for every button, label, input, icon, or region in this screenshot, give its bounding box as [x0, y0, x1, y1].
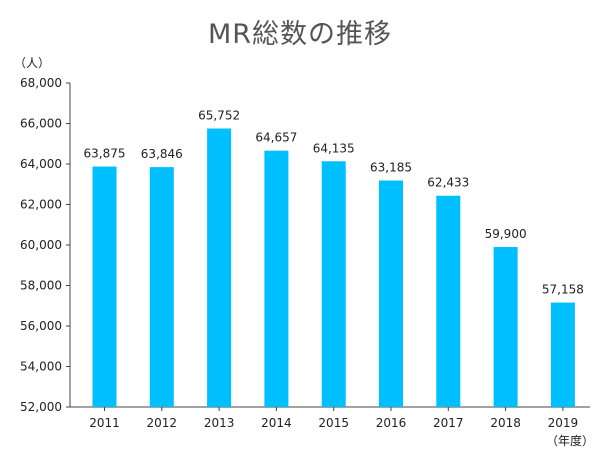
x-tick-label: 2016 [376, 416, 407, 430]
bar-value-label: 59,900 [485, 227, 527, 241]
bar [436, 195, 461, 407]
y-tick-label: 54,000 [20, 360, 62, 374]
y-tick-label: 68,000 [20, 76, 62, 90]
x-tick-label: 2015 [318, 416, 349, 430]
bar [550, 302, 575, 407]
bar [207, 128, 232, 407]
y-tick-label: 52,000 [20, 400, 62, 414]
x-axis-unit-label: （年度） [546, 434, 595, 448]
bar-value-label: 65,752 [198, 109, 240, 123]
bar [493, 247, 518, 407]
x-tick-label: 2012 [147, 416, 178, 430]
bar [92, 166, 117, 407]
y-axis-unit-label: （人） [14, 56, 51, 70]
chart-title: MR総数の推移 [207, 19, 393, 50]
x-tick-label: 2014 [261, 416, 292, 430]
x-tick-label: 2017 [433, 416, 464, 430]
x-tick-label: 2011 [89, 416, 120, 430]
bar-value-label: 62,433 [427, 176, 469, 190]
x-tick-label: 2019 [548, 416, 579, 430]
bar [264, 150, 289, 408]
bar-value-label: 63,846 [141, 147, 183, 161]
x-tick-label: 2013 [204, 416, 235, 430]
bar [379, 180, 403, 407]
bar [321, 161, 346, 407]
bar-value-label: 63,875 [84, 147, 126, 161]
bar-value-label: 64,135 [313, 141, 355, 155]
bar-value-label: 63,185 [370, 161, 412, 175]
bar [149, 167, 174, 407]
bar-value-label: 64,657 [255, 131, 297, 145]
bar-value-label: 57,158 [542, 283, 584, 297]
y-tick-label: 56,000 [20, 319, 62, 333]
y-tick-label: 66,000 [20, 117, 62, 131]
y-tick-label: 58,000 [20, 279, 62, 293]
y-tick-label: 64,000 [20, 157, 62, 171]
x-tick-label: 2018 [490, 416, 521, 430]
y-tick-label: 60,000 [20, 238, 62, 252]
y-tick-label: 62,000 [20, 198, 62, 212]
